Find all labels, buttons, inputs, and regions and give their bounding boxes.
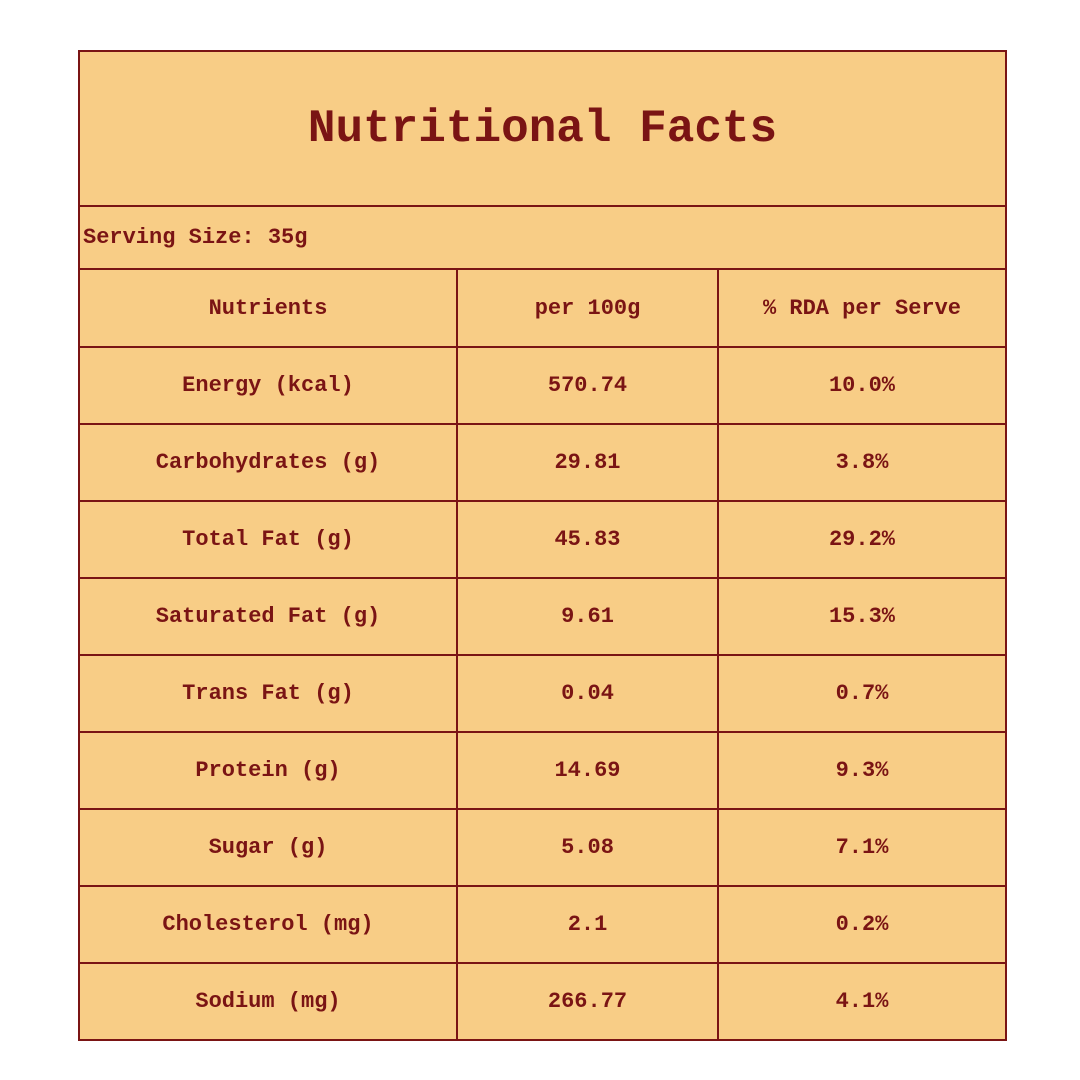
title: Nutritional Facts [78,50,1007,207]
table-cell: Total Fat (g) [78,500,458,579]
nutrient-row: Carbohydrates (g) 29.81 3.8% [78,423,1007,502]
table-cell: 9.3% [717,731,1007,810]
table-body: Energy (kcal) 570.74 10.0% Carbohydrates (g… [78,346,1007,1041]
nutrient-row: Protein (g) 14.69 9.3% [78,731,1007,810]
table-cell: 5.08 [456,808,719,887]
nutrient-row: Total Fat (g) 45.83 29.2% [78,500,1007,579]
nutrient-row: Cholesterol (mg) 2.1 0.2% [78,885,1007,964]
table-cell: Carbohydrates (g) [78,423,458,502]
table-cell: 570.74 [456,346,719,425]
table-cell: Sugar (g) [78,808,458,887]
table-cell: Protein (g) [78,731,458,810]
table-cell: 0.7% [717,654,1007,733]
table-cell: 4.1% [717,962,1007,1041]
nutrient-row: Sugar (g) 5.08 7.1% [78,808,1007,887]
table-cell: 10.0% [717,346,1007,425]
column-header: per 100g [456,268,719,348]
table-cell: Saturated Fat (g) [78,577,458,656]
column-header: % RDA per Serve [717,268,1007,348]
table-cell: 0.2% [717,885,1007,964]
nutrient-row: Sodium (mg) 266.77 4.1% [78,962,1007,1041]
nutrition-card: Nutritional Facts Serving Size: 35g Nutr… [78,50,1007,1041]
table-cell: Energy (kcal) [78,346,458,425]
table-cell: Trans Fat (g) [78,654,458,733]
table-cell: 3.8% [717,423,1007,502]
column-header: Nutrients [78,268,458,348]
nutrient-row: Trans Fat (g) 0.04 0.7% [78,654,1007,733]
table-cell: 29.2% [717,500,1007,579]
table-cell: 15.3% [717,577,1007,656]
table-cell: Sodium (mg) [78,962,458,1041]
table-cell: 29.81 [456,423,719,502]
table-cell: Cholesterol (mg) [78,885,458,964]
nutrient-row: Energy (kcal) 570.74 10.0% [78,346,1007,425]
table-cell: 14.69 [456,731,719,810]
serving-size: Serving Size: 35g [78,205,1007,270]
table-cell: 7.1% [717,808,1007,887]
table-cell: 266.77 [456,962,719,1041]
table-cell: 9.61 [456,577,719,656]
table-cell: 0.04 [456,654,719,733]
table-cell: 2.1 [456,885,719,964]
nutrient-row: Saturated Fat (g) 9.61 15.3% [78,577,1007,656]
nutrition-table: Nutritional Facts Serving Size: 35g Nutr… [78,50,1007,1041]
table-cell: 45.83 [456,500,719,579]
header-row: Nutrients per 100g% RDA per Serve [78,268,1007,348]
